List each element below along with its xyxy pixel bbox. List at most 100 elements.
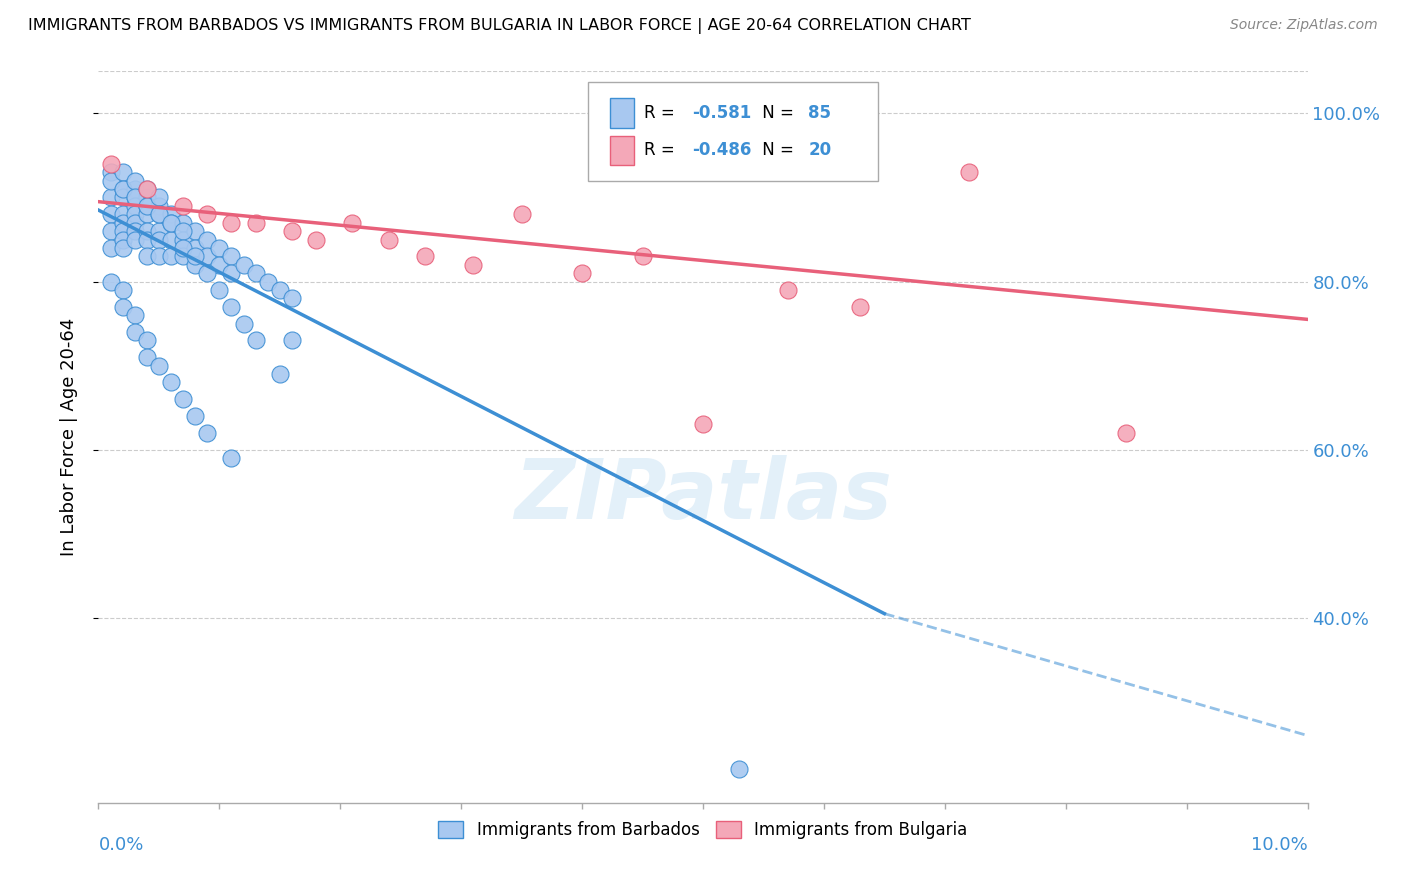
Point [631,249,654,263]
Text: -0.581: -0.581 [692,104,751,122]
Point [305,233,328,247]
Point [100,224,122,238]
Point [111,165,134,179]
Point [281,291,304,305]
Text: R =: R = [644,104,679,122]
Point [172,392,194,407]
Point [135,190,157,204]
Point [100,190,122,204]
Point [342,216,364,230]
Point [148,190,170,204]
Point [184,249,207,263]
Point [124,190,146,204]
Point [221,216,243,230]
Point [172,224,194,238]
Point [184,241,207,255]
Y-axis label: In Labor Force | Age 20-64: In Labor Force | Age 20-64 [59,318,77,557]
Point [124,190,146,204]
Point [111,300,134,314]
Point [124,325,146,339]
Point [195,233,218,247]
Point [148,359,170,373]
Point [124,182,146,196]
Point [135,207,157,221]
Point [195,425,218,440]
Point [377,233,399,247]
Point [111,224,134,238]
Point [100,241,122,255]
Point [232,317,254,331]
Point [100,174,122,188]
Point [172,249,194,263]
Point [135,350,157,364]
Point [172,199,194,213]
Point [269,283,291,297]
Point [135,334,157,348]
Point [135,249,157,263]
Text: N =: N = [758,141,800,160]
Text: Source: ZipAtlas.com: Source: ZipAtlas.com [1230,18,1378,32]
Point [245,334,267,348]
Point [221,249,243,263]
Point [172,233,194,247]
Point [245,266,267,280]
Point [100,157,122,171]
Point [1115,425,1137,440]
Point [124,224,146,238]
Point [124,308,146,322]
Point [111,182,134,196]
Point [184,258,207,272]
Point [148,233,170,247]
Point [281,334,304,348]
Point [148,224,170,238]
Text: 20: 20 [808,141,831,160]
Point [184,409,207,423]
Point [135,224,157,238]
Point [221,300,243,314]
Point [184,224,207,238]
Point [148,207,170,221]
Point [160,207,183,221]
Text: N =: N = [758,104,800,122]
Point [111,182,134,196]
Point [124,199,146,213]
Text: R =: R = [644,141,679,160]
Point [100,275,122,289]
Point [111,283,134,297]
Point [776,283,799,297]
Point [195,249,218,263]
Point [100,207,122,221]
Point [160,376,183,390]
Point [160,216,183,230]
Point [571,266,593,280]
Point [148,199,170,213]
Text: 10.0%: 10.0% [1251,836,1308,854]
Text: IMMIGRANTS FROM BARBADOS VS IMMIGRANTS FROM BULGARIA IN LABOR FORCE | AGE 20-64 : IMMIGRANTS FROM BARBADOS VS IMMIGRANTS F… [28,18,972,34]
Point [111,216,134,230]
Point [195,266,218,280]
Legend: Immigrants from Barbados, Immigrants from Bulgaria: Immigrants from Barbados, Immigrants fro… [432,814,974,846]
Text: -0.486: -0.486 [692,141,751,160]
Point [256,275,278,289]
Point [208,283,231,297]
Point [221,451,243,466]
Point [208,241,231,255]
Point [111,241,134,255]
Point [111,190,134,204]
Point [160,249,183,263]
Point [208,258,231,272]
Point [124,174,146,188]
Point [100,165,122,179]
Point [111,233,134,247]
Text: ZIPatlas: ZIPatlas [515,455,891,536]
FancyBboxPatch shape [588,82,879,181]
Point [692,417,714,432]
Point [510,207,533,221]
Point [195,207,218,221]
Point [413,249,436,263]
Text: 85: 85 [808,104,831,122]
Point [111,207,134,221]
Point [124,207,146,221]
Point [172,216,194,230]
Point [160,233,183,247]
